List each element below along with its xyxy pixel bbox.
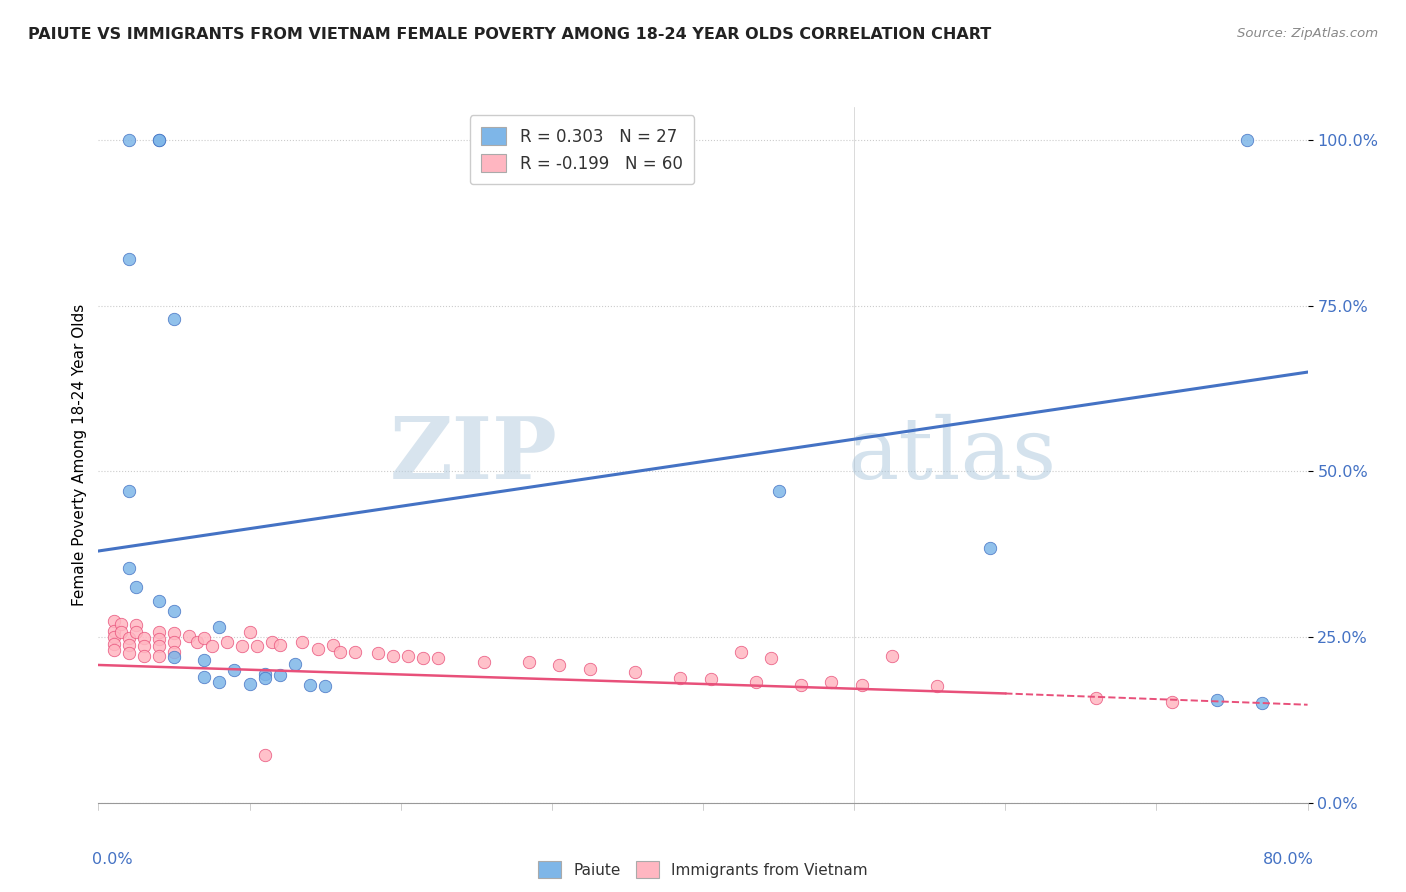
Point: [163, 312, 186, 326]
Point: [163, 650, 186, 665]
Point: [186, 635, 208, 649]
Text: atlas: atlas: [848, 413, 1057, 497]
Point: [669, 671, 692, 685]
Point: [110, 624, 132, 639]
Point: [291, 635, 314, 649]
Point: [253, 671, 276, 685]
Point: [790, 678, 813, 692]
Point: [759, 651, 782, 665]
Text: 0.0%: 0.0%: [93, 852, 134, 866]
Point: [578, 662, 600, 676]
Point: [1160, 695, 1182, 709]
Point: [367, 646, 389, 660]
Point: [193, 653, 215, 667]
Point: [880, 648, 903, 663]
Point: [148, 593, 170, 607]
Point: [148, 639, 170, 653]
Text: PAIUTE VS IMMIGRANTS FROM VIETNAM FEMALE POVERTY AMONG 18-24 YEAR OLDS CORRELATI: PAIUTE VS IMMIGRANTS FROM VIETNAM FEMALE…: [28, 27, 991, 42]
Point: [177, 629, 201, 643]
Point: [125, 581, 148, 595]
Point: [132, 648, 155, 663]
Point: [851, 678, 873, 692]
Point: [624, 665, 647, 679]
Point: [239, 624, 262, 639]
Point: [269, 668, 291, 682]
Point: [699, 672, 721, 686]
Point: [246, 639, 269, 653]
Point: [163, 604, 186, 618]
Point: [412, 651, 434, 665]
Point: [110, 616, 132, 631]
Point: [118, 133, 141, 147]
Point: [163, 635, 186, 649]
Point: [125, 624, 148, 639]
Point: [118, 638, 141, 652]
Point: [103, 624, 125, 638]
Point: [193, 632, 215, 646]
Point: [118, 484, 141, 499]
Point: [118, 632, 141, 646]
Point: [396, 648, 419, 663]
Point: [163, 625, 186, 640]
Point: [148, 624, 170, 639]
Point: [253, 748, 276, 763]
Point: [148, 133, 170, 147]
Text: ZIP: ZIP: [389, 413, 558, 497]
Point: [132, 639, 155, 653]
Point: [262, 635, 284, 649]
Point: [163, 645, 186, 659]
Point: [307, 642, 329, 657]
Point: [284, 657, 307, 671]
Point: [148, 133, 170, 147]
Point: [979, 541, 1001, 555]
Point: [193, 670, 215, 684]
Point: [299, 678, 322, 692]
Point: [517, 655, 540, 669]
Point: [215, 635, 238, 649]
Point: [548, 657, 571, 672]
Point: [132, 632, 155, 646]
Point: [239, 676, 262, 690]
Point: [125, 618, 148, 632]
Point: [208, 620, 231, 634]
Point: [103, 630, 125, 644]
Point: [314, 679, 336, 693]
Point: [322, 638, 344, 652]
Point: [201, 639, 224, 653]
Point: [820, 675, 842, 690]
Point: [231, 639, 253, 653]
Point: [103, 643, 125, 657]
Point: [1251, 697, 1274, 711]
Point: [1206, 693, 1229, 707]
Text: Source: ZipAtlas.com: Source: ZipAtlas.com: [1237, 27, 1378, 40]
Point: [208, 674, 231, 689]
Point: [472, 656, 495, 670]
Point: [344, 645, 367, 659]
Point: [253, 666, 276, 681]
Point: [148, 632, 170, 647]
Point: [118, 560, 141, 574]
Point: [1085, 691, 1108, 706]
Point: [730, 645, 752, 659]
Point: [118, 646, 141, 660]
Point: [103, 637, 125, 651]
Text: 80.0%: 80.0%: [1263, 852, 1313, 866]
Point: [118, 252, 141, 267]
Point: [329, 645, 352, 659]
Point: [103, 614, 125, 628]
Point: [1236, 133, 1258, 147]
Legend: Paiute, Immigrants from Vietnam: Paiute, Immigrants from Vietnam: [530, 854, 876, 886]
Point: [927, 679, 949, 693]
Point: [427, 651, 450, 665]
Point: [269, 638, 291, 652]
Y-axis label: Female Poverty Among 18-24 Year Olds: Female Poverty Among 18-24 Year Olds: [72, 304, 87, 606]
Point: [382, 648, 405, 663]
Point: [745, 675, 768, 690]
Point: [768, 484, 790, 499]
Point: [224, 663, 246, 677]
Point: [148, 648, 170, 663]
